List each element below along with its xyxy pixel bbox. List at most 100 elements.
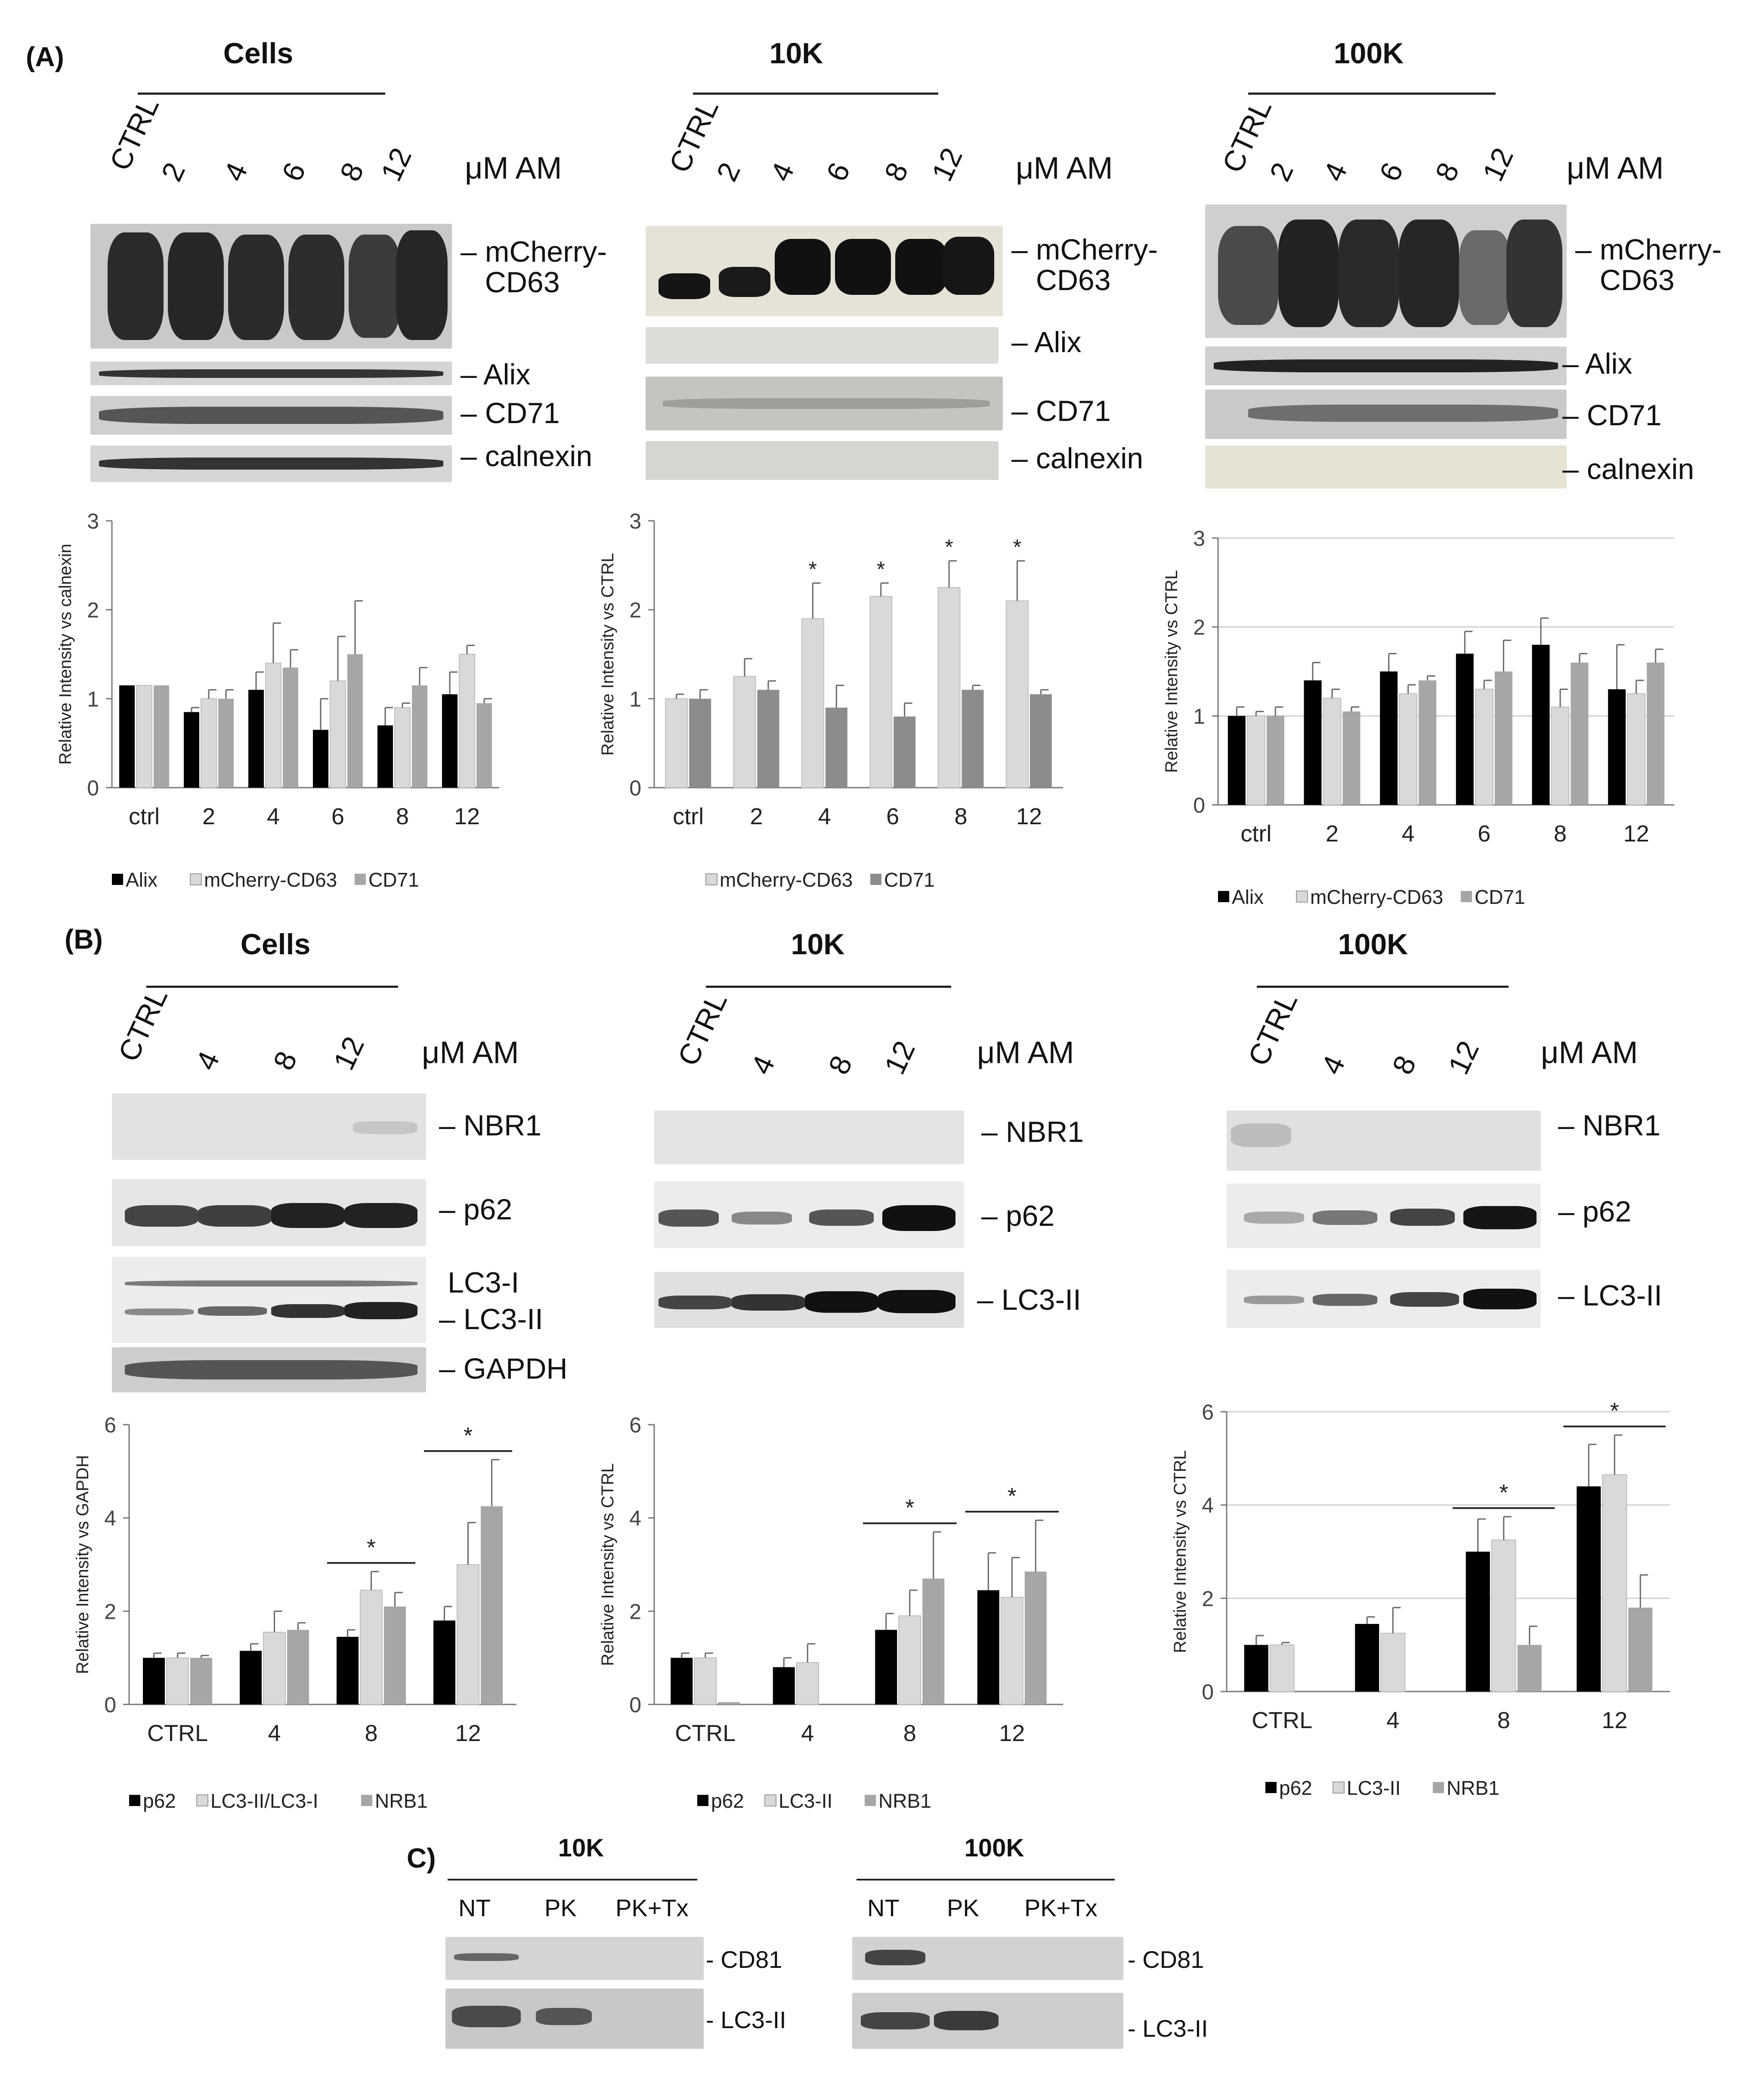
- blot-tag: – calnexin: [1011, 442, 1144, 475]
- lane-label: 6: [275, 158, 312, 186]
- lane-label: 4: [1315, 1051, 1352, 1079]
- bar-alix: [248, 690, 264, 788]
- significance-star: *: [1499, 1480, 1508, 1506]
- blot-tag: – p62: [981, 1200, 1055, 1232]
- lane-label: 12: [1442, 1036, 1486, 1079]
- bar-lc3-ii: [796, 1662, 819, 1705]
- blot-tag: - LC3-II: [706, 2006, 786, 2033]
- x-tick-label: 2: [202, 804, 215, 829]
- bar-lc3-ii: [1602, 1474, 1627, 1692]
- legend-swatch: [870, 874, 881, 885]
- legend-swatch: [196, 1794, 208, 1806]
- unit-label: μM AM: [465, 151, 562, 186]
- blot-tag: – Alix: [1562, 347, 1633, 380]
- y-tick-label: 4: [1202, 1494, 1214, 1518]
- y-tick-label: 6: [629, 1413, 641, 1437]
- lane-label: PK: [947, 1894, 979, 1921]
- x-tick-label: CTRL: [147, 1720, 208, 1746]
- x-tick-label: 8: [396, 804, 409, 829]
- bar-nrb1: [1628, 1608, 1653, 1692]
- lane-label: CTRL: [112, 983, 174, 1067]
- bar-cd71: [825, 708, 847, 788]
- bar-lc3-ii-lc3-i: [166, 1657, 189, 1705]
- blot-tag: – LC3-II: [439, 1303, 543, 1336]
- bar-cd71: [412, 685, 427, 788]
- significance-star: *: [1013, 535, 1021, 559]
- blot-tag: – calnexin: [1562, 453, 1694, 486]
- blot-c-100k-title: 100K: [964, 1834, 1024, 1862]
- significance-star: *: [877, 557, 885, 581]
- x-tick-label: 4: [1386, 1707, 1399, 1733]
- chart-b-100k: 0 2 4 6 Relative Intensity vs CTRL CTRL 4 8 12 * *…: [1171, 1398, 1670, 1799]
- legend-swatch: [1265, 1782, 1277, 1793]
- significance-star: *: [945, 535, 953, 559]
- legend-swatch: [129, 1795, 140, 1806]
- x-tick-label: 12: [1623, 821, 1649, 847]
- bar-alix: [1608, 689, 1626, 805]
- bar-mcherry-cd63: [265, 662, 281, 788]
- unit-label: μM AM: [977, 1036, 1074, 1070]
- bar-mcherry-cd63: [1005, 600, 1029, 788]
- blot-tag: – Alix: [461, 358, 531, 391]
- legend-label: CD71: [1475, 886, 1525, 908]
- bar-p62: [1577, 1486, 1601, 1692]
- bar-alix: [1304, 680, 1322, 805]
- bar-cd71: [1494, 671, 1512, 805]
- x-tick-label: CTRL: [675, 1720, 736, 1746]
- x-tick-label: 4: [1402, 821, 1415, 847]
- lane-label: 8: [1429, 158, 1466, 186]
- blot-a-10k-rule: [693, 93, 938, 95]
- blot-b-cells-p62: [112, 1179, 426, 1246]
- blot-b-100k-lc3ii: [1227, 1270, 1541, 1328]
- bar-mcherry-cd63: [459, 654, 475, 788]
- y-tick-label: 0: [629, 1693, 641, 1717]
- legend-label: Alix: [1232, 886, 1264, 908]
- legend-swatch: [361, 1795, 372, 1806]
- bar-cd71: [347, 654, 363, 788]
- legend-swatch: [697, 1795, 708, 1806]
- legend-swatch: [764, 1794, 776, 1806]
- legend-label: mCherry-CD63: [1310, 886, 1443, 908]
- lane-label: NT: [458, 1894, 491, 1921]
- y-tick-label: 6: [104, 1413, 116, 1437]
- blot-c-10k-lc3ii: [445, 1989, 704, 2049]
- y-tick-label: 0: [1193, 793, 1205, 817]
- bar-alix: [119, 685, 135, 788]
- lane-label: 4: [189, 1046, 226, 1075]
- blot-tag: – mCherry- CD63: [461, 235, 607, 299]
- bar-alix: [1456, 653, 1474, 805]
- blot-a-10k-mcherry: [646, 226, 1003, 316]
- legend-label: NRB1: [878, 1790, 931, 1812]
- bar-cd71: [689, 699, 711, 788]
- legend-label: CD71: [368, 869, 419, 891]
- bar-p62: [240, 1651, 262, 1704]
- x-tick-label: 4: [801, 1720, 814, 1746]
- blot-a-cells-cd71: [90, 396, 452, 435]
- bar-cd71: [1342, 711, 1360, 805]
- blot-a-100k-cd71: [1205, 390, 1567, 439]
- significance-star: *: [905, 1495, 914, 1521]
- blot-tag: – NBR1: [981, 1116, 1084, 1148]
- chart-b-10k: 0 2 4 6 Relative Intensity vs CTRL CTRL 4 8 12 * *…: [598, 1413, 1063, 1812]
- legend-label: Alix: [126, 869, 158, 891]
- lane-label: CTRL: [671, 987, 734, 1071]
- lane-label: 2: [1263, 158, 1300, 186]
- bar-mcherry-cd63: [394, 707, 411, 788]
- bar-p62: [433, 1621, 455, 1704]
- y-tick-label: 3: [629, 509, 641, 533]
- blot-c-10k-cd81: [445, 1937, 704, 1980]
- lane-label: 4: [1317, 158, 1354, 186]
- significance-star: *: [1008, 1483, 1017, 1509]
- bar-mcherry-cd63: [1627, 693, 1646, 805]
- blot-b-cells-nbr1: [112, 1093, 426, 1160]
- blot-a-100k-alix: [1205, 346, 1567, 385]
- blot-tag: - CD81: [706, 1946, 782, 1973]
- blot-a-cells-rule: [138, 93, 385, 95]
- blot-b-cells-title: Cells: [240, 928, 311, 961]
- blot-tag: – CD71: [461, 397, 560, 430]
- blot-c-10k-rule: [448, 1879, 697, 1880]
- panel-label-a: (A): [26, 41, 64, 72]
- y-tick-label: 0: [104, 1693, 116, 1717]
- y-tick-label: 2: [629, 598, 641, 622]
- blot-b-10k-p62: [654, 1181, 964, 1248]
